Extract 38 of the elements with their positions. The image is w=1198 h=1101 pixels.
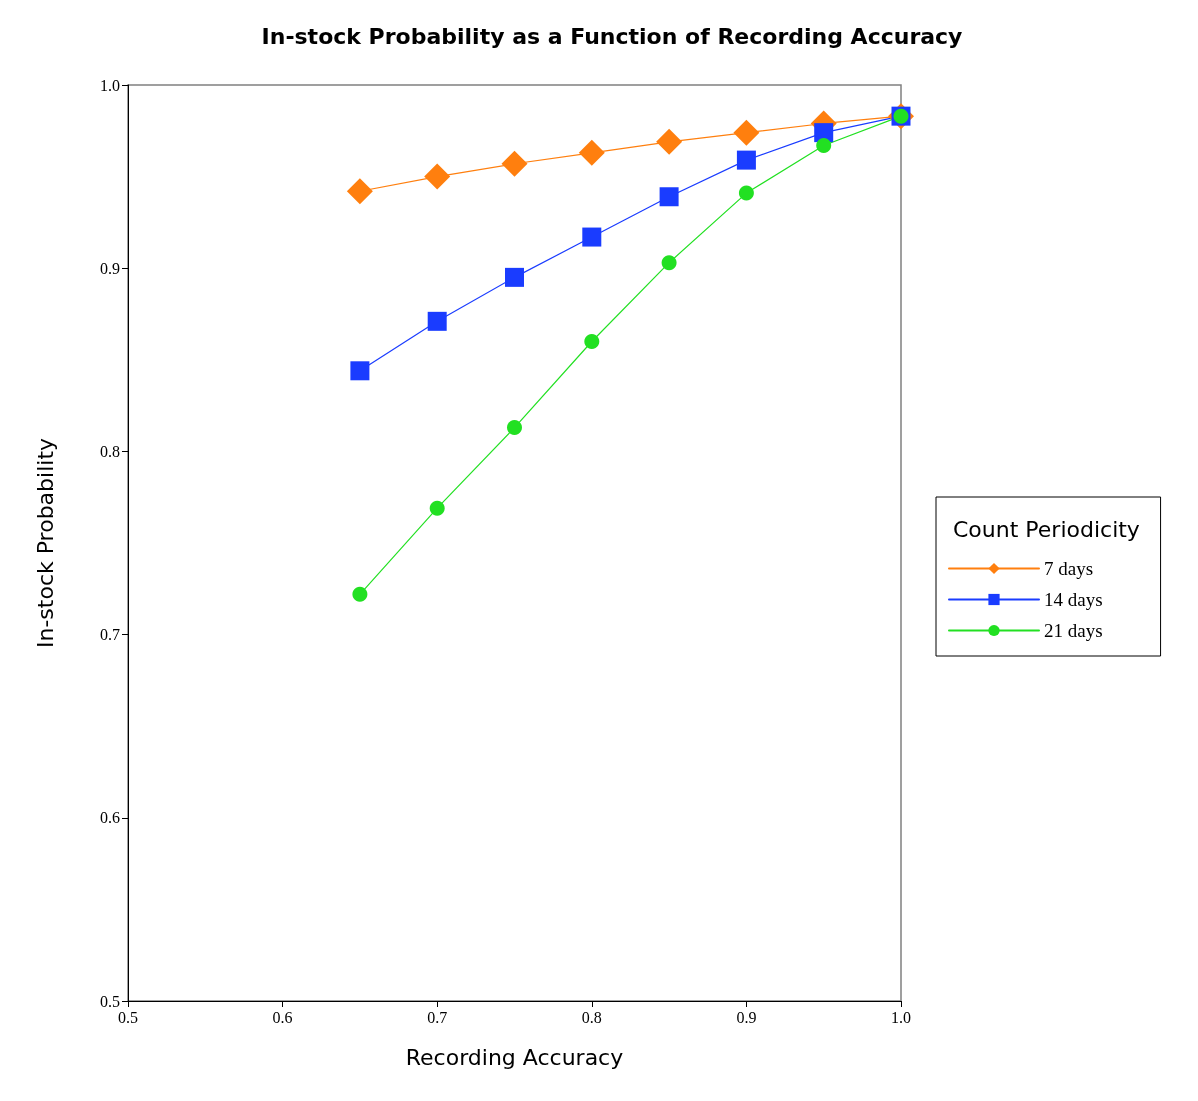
y-tick-label: 0.9 xyxy=(100,259,120,277)
x-tick-label: 0.6 xyxy=(272,1008,293,1026)
point xyxy=(661,255,677,271)
point xyxy=(505,267,524,287)
y-tick-label: 0.7 xyxy=(100,626,120,644)
point xyxy=(350,361,370,381)
point xyxy=(352,586,368,602)
point xyxy=(738,185,754,201)
point xyxy=(346,178,373,205)
x-tick-label: 0.7 xyxy=(427,1008,448,1026)
x-tick-label: 0.9 xyxy=(736,1008,757,1026)
point xyxy=(501,150,528,177)
point xyxy=(656,128,683,155)
point xyxy=(429,500,445,516)
y-axis-title: In-stock Probability xyxy=(32,437,58,649)
point xyxy=(427,311,447,331)
legend-label: 14 days xyxy=(1044,589,1103,610)
chart-title: In-stock Probability as a Function of Recording Accuracy xyxy=(261,23,963,49)
x-axis-title: Recording Accuracy xyxy=(405,1044,624,1070)
point xyxy=(507,420,522,436)
point xyxy=(582,227,602,247)
y-tick-label: 0.5 xyxy=(100,992,120,1010)
point xyxy=(659,187,679,207)
y-tick-label: 0.8 xyxy=(100,442,120,460)
legend-label: 7 days xyxy=(1044,558,1094,579)
y-tick-label: 1.0 xyxy=(100,76,120,94)
point xyxy=(578,139,605,166)
x-tick-label: 0.8 xyxy=(581,1008,602,1026)
legend-title: Count Periodicity xyxy=(953,516,1140,542)
point xyxy=(733,119,760,146)
x-tick-label: 1.0 xyxy=(891,1008,911,1026)
legend-label: 21 days xyxy=(1044,620,1103,641)
point xyxy=(424,163,451,190)
point xyxy=(816,137,832,153)
y-tick-label: 0.6 xyxy=(100,809,120,827)
x-tick-label: 0.5 xyxy=(118,1008,138,1026)
point xyxy=(736,150,756,170)
point xyxy=(584,333,600,349)
